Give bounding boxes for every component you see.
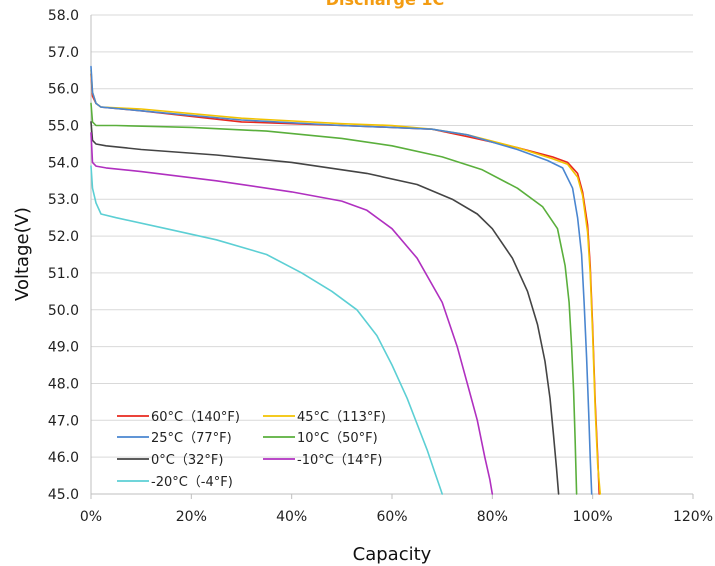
series-line-4 bbox=[90, 121, 560, 495]
x-tick-label: 20% bbox=[176, 509, 207, 525]
y-tick-label: 56.0 bbox=[48, 82, 79, 98]
y-tick-label: 48.0 bbox=[48, 376, 79, 392]
legend-label: 60°C（140°F) bbox=[151, 410, 240, 425]
legend-label: 10°C（50°F) bbox=[297, 431, 378, 446]
y-tick-label: 53.0 bbox=[48, 192, 79, 208]
x-tick-labels: 0% 20% 40% 60% 80% 100% 120% bbox=[80, 509, 713, 525]
series-line-3 bbox=[90, 102, 578, 495]
legend-label: 0°C（32°F) bbox=[151, 453, 223, 468]
y-tick-label: 58.0 bbox=[48, 8, 79, 24]
y-tick-label: 52.0 bbox=[48, 229, 79, 245]
y-tick-label: 54.0 bbox=[48, 155, 79, 171]
x-tick-label: 80% bbox=[477, 509, 508, 525]
x-tick-label: 40% bbox=[276, 509, 307, 525]
y-tick-labels: 45.0 46.0 47.0 48.0 49.0 50.0 51.0 52.0 53.0 54.0… bbox=[48, 8, 79, 503]
y-tick-label: 45.0 bbox=[48, 487, 79, 503]
y-tick-label: 50.0 bbox=[48, 303, 79, 319]
legend-label: 25°C（77°F) bbox=[151, 431, 232, 446]
legend: 60°C（140°F) 45°C（113°F) 25°C（77°F) 10°C（50°… bbox=[117, 410, 386, 490]
legend-label: -20°C（-4°F) bbox=[151, 475, 233, 490]
chart-title: Discharge 1C bbox=[326, 0, 445, 9]
y-tick-label: 47.0 bbox=[48, 413, 79, 429]
series-line-2 bbox=[90, 65, 593, 495]
y-tick-label: 51.0 bbox=[48, 266, 79, 282]
axes bbox=[90, 15, 694, 499]
series-line-5 bbox=[90, 132, 494, 495]
series-lines bbox=[90, 65, 602, 495]
series-line-6 bbox=[90, 165, 444, 495]
legend-label: -10°C（14°F) bbox=[297, 453, 382, 468]
y-tick-label: 57.0 bbox=[48, 45, 79, 61]
legend-label: 45°C（113°F) bbox=[297, 410, 386, 425]
x-tick-label: 100% bbox=[573, 509, 613, 525]
y-tick-label: 55.0 bbox=[48, 119, 79, 135]
y-tick-label: 46.0 bbox=[48, 450, 79, 466]
x-tick-label: 120% bbox=[673, 509, 713, 525]
x-tick-label: 60% bbox=[376, 509, 407, 525]
y-axis-title: Voltage(V) bbox=[12, 207, 33, 301]
x-axis-title: Capacity bbox=[353, 544, 432, 565]
grid-lines bbox=[91, 14, 693, 495]
y-tick-label: 49.0 bbox=[48, 340, 79, 356]
x-tick-label: 0% bbox=[80, 509, 102, 525]
